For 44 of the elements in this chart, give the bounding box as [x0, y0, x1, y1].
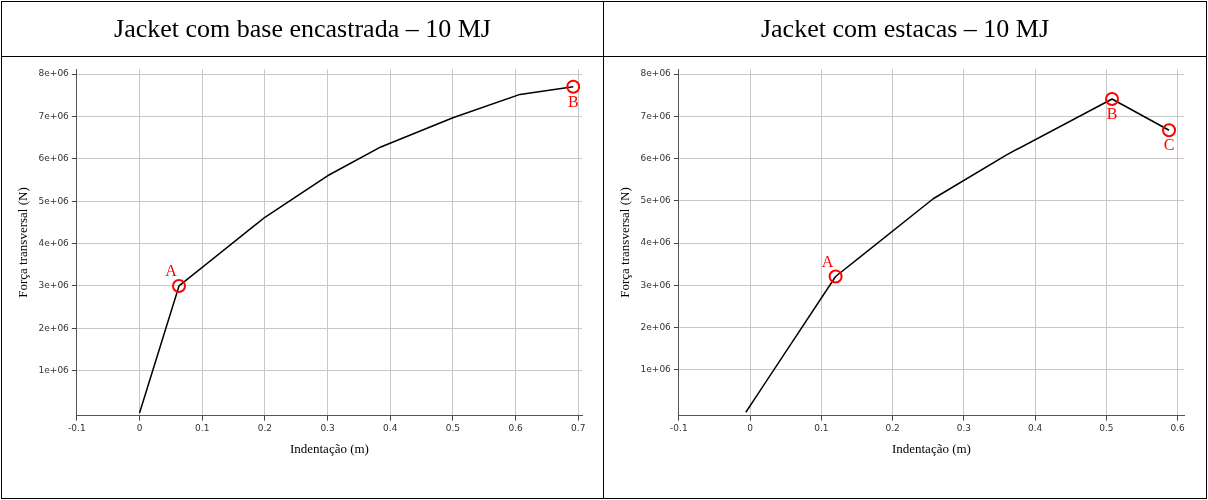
y-tick-label: 1e+06 [38, 365, 70, 376]
y-tick-label: 4e+06 [640, 237, 672, 248]
annotation: B [1106, 105, 1118, 123]
y-tick-label: 4e+06 [38, 237, 70, 248]
y-axis-title: Força transversal (N) [617, 187, 633, 298]
annotation: A [165, 262, 178, 280]
y-tick-label: 2e+06 [640, 322, 672, 333]
y-axis-title: Força transversal (N) [15, 187, 31, 298]
x-tick-label: 0 [136, 423, 143, 434]
x-tick-label: 0 [747, 423, 754, 434]
x-tick-label: 0.6 [1170, 423, 1186, 434]
x-tick-label: 0.3 [320, 423, 335, 434]
y-tick-label: 7e+06 [640, 110, 672, 121]
x-tick-label: 0.1 [814, 423, 829, 434]
x-tick-label: 0.2 [257, 423, 273, 434]
x-tick-label: -0.1 [68, 423, 86, 434]
x-tick-label: 0.1 [195, 423, 210, 434]
x-tick-label: 0.5 [1099, 423, 1114, 434]
x-tick-label: 0.3 [956, 423, 972, 434]
y-tick-label: 5e+06 [640, 195, 672, 206]
chart-title: Jacket com estacas – 10 MJ [604, 2, 1206, 57]
x-axis-title: Indentação (m) [289, 440, 369, 456]
x-tick-label: 0.2 [885, 423, 900, 434]
annotation: B [567, 92, 579, 110]
y-tick-label: 8e+06 [640, 68, 672, 79]
y-tick-label: 5e+06 [38, 195, 70, 206]
y-tick-label: 3e+06 [640, 279, 672, 290]
y-tick-label: 6e+06 [640, 152, 672, 163]
x-tick-label: -0.1 [670, 423, 688, 434]
y-tick-label: 3e+06 [38, 280, 70, 291]
annotation: A [821, 252, 834, 270]
y-tick-label: 1e+06 [640, 364, 672, 375]
x-tick-label: 0.5 [445, 423, 461, 434]
annotation: C [1163, 136, 1175, 154]
y-tick-label: 7e+06 [38, 110, 70, 121]
x-axis-title: Indentação (m) [891, 440, 971, 456]
x-tick-label: 0.6 [508, 423, 523, 434]
y-tick-label: 2e+06 [38, 322, 70, 333]
chart-title: Jacket com base encastrada – 10 MJ [2, 2, 603, 57]
x-tick-label: 0.4 [383, 423, 398, 434]
y-tick-label: 8e+06 [38, 68, 70, 79]
y-tick-label: 6e+06 [38, 153, 70, 164]
x-tick-label: 0.7 [571, 423, 586, 434]
x-tick-label: 0.4 [1027, 423, 1043, 434]
